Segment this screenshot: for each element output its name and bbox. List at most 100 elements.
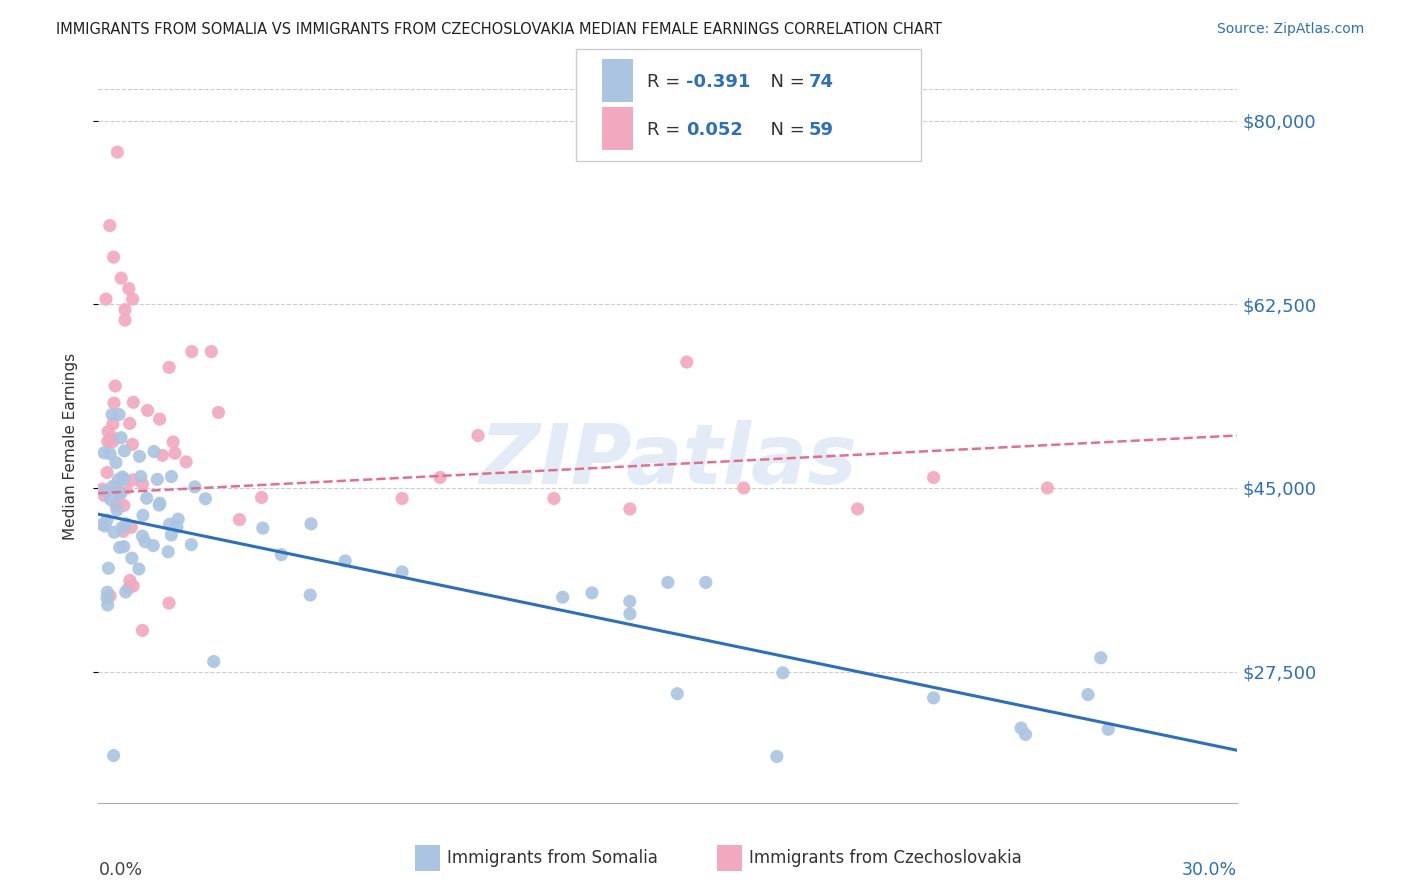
Point xyxy=(429,470,451,484)
Point xyxy=(391,491,413,506)
Point xyxy=(149,412,172,426)
Point xyxy=(149,496,172,510)
Point xyxy=(150,448,173,462)
Point xyxy=(100,492,122,507)
Point xyxy=(143,444,166,458)
Point xyxy=(132,508,155,523)
Point xyxy=(619,502,641,516)
Point xyxy=(112,472,135,486)
Point xyxy=(180,344,202,359)
Y-axis label: Median Female Earnings: Median Female Earnings xyxy=(63,352,77,540)
Point xyxy=(110,271,132,285)
Point xyxy=(159,517,181,532)
Point xyxy=(581,586,603,600)
Point xyxy=(194,491,217,506)
Point xyxy=(121,473,143,487)
Point xyxy=(96,585,118,599)
Point xyxy=(1090,650,1112,665)
Point xyxy=(97,598,120,612)
Point xyxy=(846,502,869,516)
Text: -0.391: -0.391 xyxy=(686,73,751,91)
Point xyxy=(104,456,127,470)
Point xyxy=(105,503,128,517)
Point xyxy=(114,585,136,599)
Point xyxy=(162,435,184,450)
Point xyxy=(160,528,183,542)
Point xyxy=(101,417,124,431)
Text: Immigrants from Somalia: Immigrants from Somalia xyxy=(447,849,658,867)
Point xyxy=(101,430,124,444)
Point xyxy=(148,498,170,512)
Point xyxy=(142,539,165,553)
Point xyxy=(200,344,222,359)
Point xyxy=(1077,688,1099,702)
Point xyxy=(112,524,135,539)
Point xyxy=(252,521,274,535)
Point xyxy=(180,538,202,552)
Point xyxy=(94,519,117,533)
Point xyxy=(98,219,121,233)
Point xyxy=(166,520,188,534)
Point xyxy=(299,516,322,531)
Point xyxy=(146,472,169,486)
Point xyxy=(299,588,322,602)
Point xyxy=(101,479,124,493)
Text: IMMIGRANTS FROM SOMALIA VS IMMIGRANTS FROM CZECHOSLOVAKIA MEDIAN FEMALE EARNINGS: IMMIGRANTS FROM SOMALIA VS IMMIGRANTS FR… xyxy=(56,22,942,37)
Point xyxy=(111,521,134,535)
Point xyxy=(100,433,122,447)
Point xyxy=(167,512,190,526)
Point xyxy=(202,655,225,669)
Point xyxy=(157,596,180,610)
Point xyxy=(93,446,115,460)
Point xyxy=(1010,721,1032,735)
Point xyxy=(115,516,138,531)
Point xyxy=(922,470,945,484)
Point xyxy=(105,481,128,495)
Point xyxy=(120,520,142,534)
Point xyxy=(121,292,143,306)
Text: Source: ZipAtlas.com: Source: ZipAtlas.com xyxy=(1216,22,1364,37)
Point xyxy=(114,302,136,317)
Point xyxy=(105,499,128,513)
Point xyxy=(94,292,117,306)
Point xyxy=(97,561,120,575)
Text: R =: R = xyxy=(647,121,686,139)
Point xyxy=(104,379,127,393)
Point xyxy=(107,473,129,487)
Point xyxy=(118,282,141,296)
Point xyxy=(103,525,125,540)
Point xyxy=(160,469,183,483)
Point xyxy=(96,591,118,605)
Point xyxy=(94,484,117,499)
Point xyxy=(766,749,789,764)
Text: 59: 59 xyxy=(808,121,834,139)
Point xyxy=(97,425,120,439)
Point xyxy=(666,687,689,701)
Point xyxy=(117,581,139,595)
Point xyxy=(103,748,125,763)
Point xyxy=(676,355,699,369)
Point xyxy=(110,487,132,501)
Point xyxy=(122,579,145,593)
Point xyxy=(733,481,755,495)
Point xyxy=(121,437,143,451)
Point xyxy=(1014,727,1036,741)
Point xyxy=(335,554,357,568)
Point xyxy=(619,594,641,608)
Point xyxy=(391,565,413,579)
Point xyxy=(207,405,229,419)
Point xyxy=(163,446,186,460)
Point xyxy=(551,590,574,604)
Text: N =: N = xyxy=(759,73,811,91)
Point xyxy=(131,529,153,543)
Text: 0.052: 0.052 xyxy=(686,121,742,139)
Point xyxy=(112,443,135,458)
Point xyxy=(121,551,143,566)
Point xyxy=(91,517,114,532)
Point xyxy=(122,395,145,409)
Point xyxy=(103,396,125,410)
Point xyxy=(118,417,141,431)
Point xyxy=(131,477,153,491)
Text: 0.0%: 0.0% xyxy=(98,861,142,879)
Point xyxy=(98,447,121,461)
